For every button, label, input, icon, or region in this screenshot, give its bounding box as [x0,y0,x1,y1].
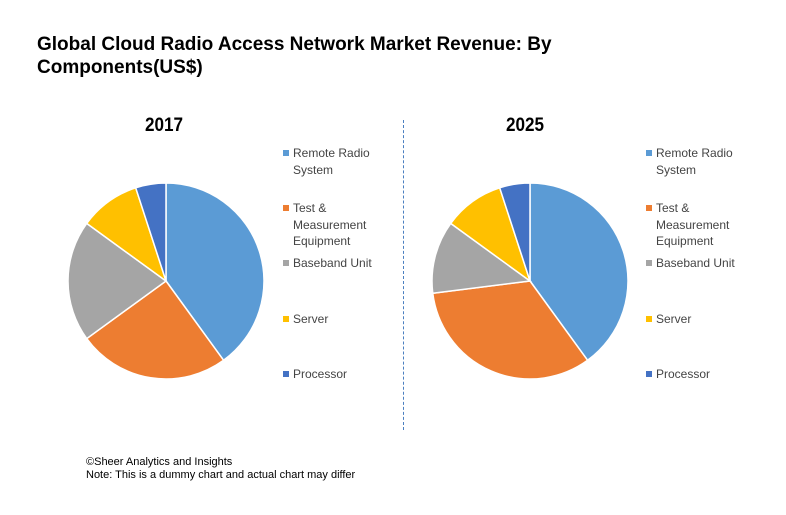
divider [403,120,404,430]
legend-label: Baseband Unit [656,256,735,270]
legend-label: Processor [656,367,711,381]
disclaimer-text: Note: This is a dummy chart and actual c… [86,469,356,481]
pie-slice-remote-radio-system [529,182,629,362]
legend-swatch [283,205,289,211]
pie-title-2025: 2025 [505,115,545,136]
pie-slice-baseband-unit [431,222,532,295]
pie-slice-processor [134,182,167,282]
footer-note: ©Sheer Analytics and Insights Note: This… [86,456,355,482]
legend-label: Remote Radio System [293,146,370,177]
legend-label: Test & Measurement Equipment [656,201,730,248]
legend-swatch [283,316,289,322]
pie-slice-test-measurement-equipment [431,280,589,380]
legend-swatch [646,316,652,322]
legend-swatch [646,205,652,211]
pie-chart-2025 [431,182,629,380]
legend-label: Remote Radio System [656,146,733,177]
pie-slice-remote-radio-system [165,182,265,362]
pie-slice-processor [498,182,531,282]
legend-label: Baseband Unit [293,256,372,270]
chart-title: Global Cloud Radio Access Network Market… [37,34,552,78]
legend-swatch [646,260,652,266]
pie-slice-test-measurement-equipment [85,279,225,380]
pie-slice-baseband-unit [67,222,168,340]
copyright-text: ©Sheer Analytics and Insights [86,456,233,468]
legend-swatch [283,150,289,156]
legend-swatch [646,371,652,377]
legend-label: Test & Measurement Equipment [293,201,367,248]
legend-swatch [283,371,289,377]
pie-title-2017: 2017 [144,115,184,136]
legend-swatch [283,260,289,266]
legend-label: Server [293,312,329,326]
legend-label: Processor [293,367,348,381]
legend-label: Server [656,312,692,326]
pie-chart-2017 [67,182,265,380]
legend-swatch [646,150,652,156]
